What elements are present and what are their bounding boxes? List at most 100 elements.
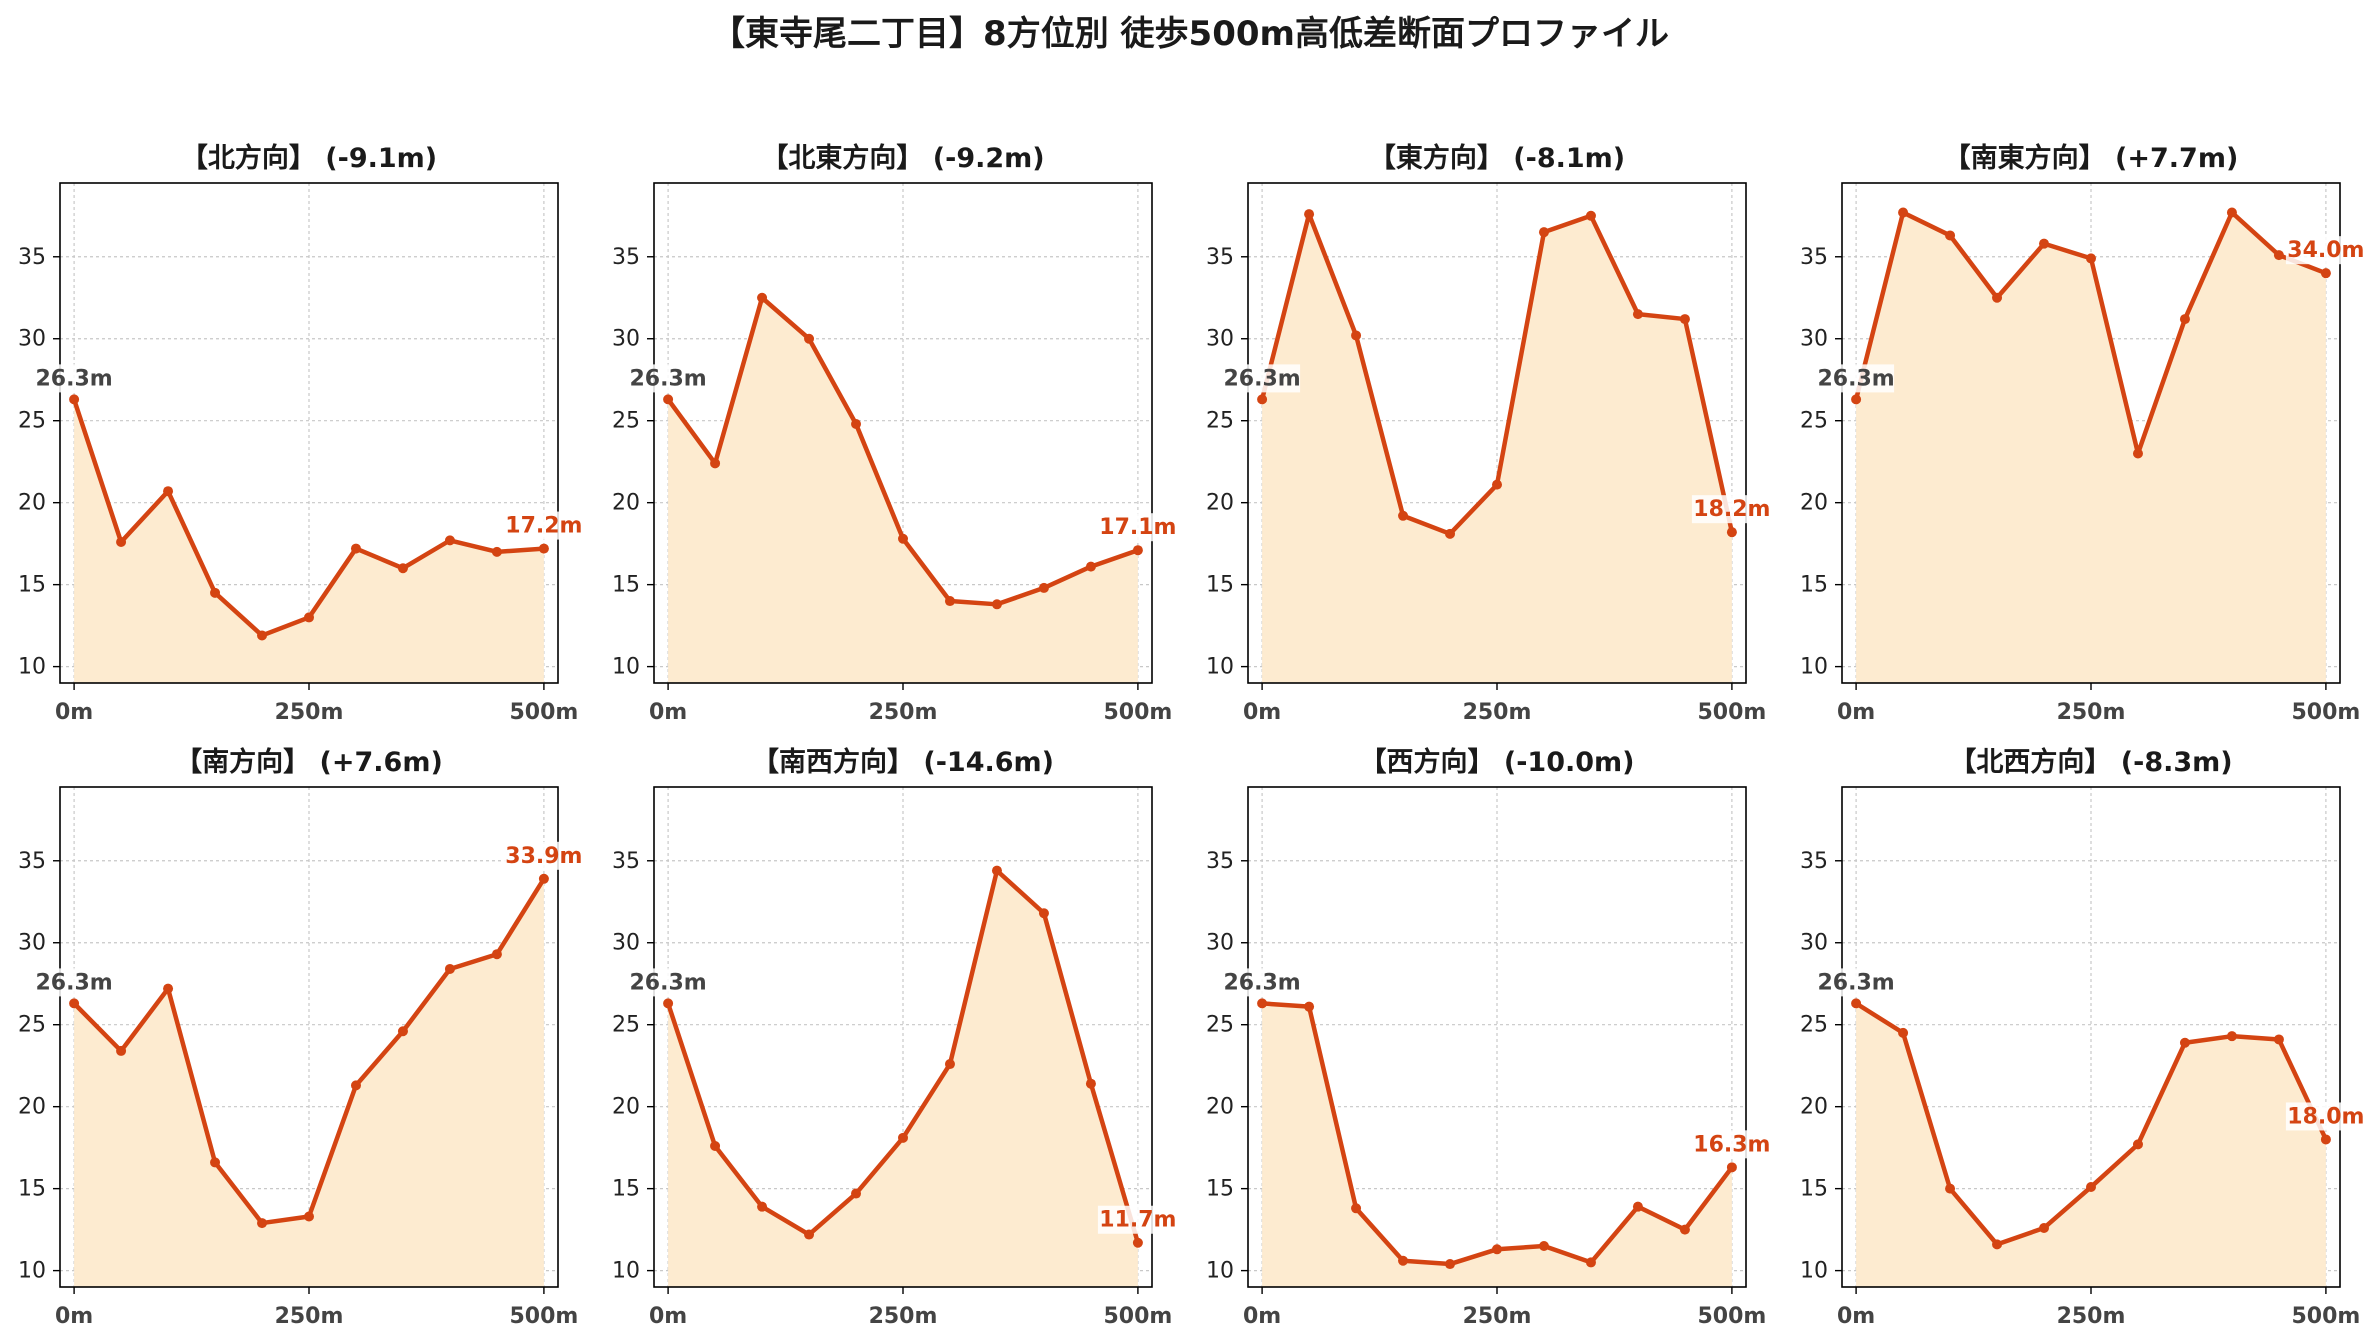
y-tick-label: 30: [1206, 931, 1234, 956]
data-point: [257, 630, 268, 641]
data-point: [163, 983, 174, 994]
start-elevation-label: 26.3m: [35, 366, 112, 391]
end-label-bg: [1691, 495, 1772, 524]
data-point: [1132, 1237, 1143, 1248]
data-point: [710, 458, 721, 469]
data-point: [1492, 1244, 1502, 1255]
y-tick-label: 30: [1800, 327, 1828, 352]
data-point: [663, 998, 674, 1009]
y-tick-label: 20: [1800, 1095, 1828, 1120]
x-tick-label: 250m: [275, 700, 344, 725]
y-tick-label: 25: [1800, 1013, 1828, 1038]
y-tick-label: 20: [18, 491, 46, 516]
x-tick-label: 250m: [2057, 1304, 2126, 1329]
data-point: [491, 546, 502, 557]
end-label-bg: [2285, 1102, 2366, 1131]
start-elevation-label: 26.3m: [1223, 970, 1300, 995]
y-tick-label: 20: [1206, 1095, 1234, 1120]
x-tick-label: 0m: [1243, 1304, 1281, 1329]
data-point: [2179, 314, 2190, 325]
data-point: [1992, 1239, 2003, 1250]
start-elevation-label: 26.3m: [1223, 366, 1300, 391]
subplot-5: 【南方向】 (+7.6m) 10 15 20 25 30 35 0m 250m 500m 26.3m…: [18, 746, 584, 1329]
y-tick-label: 35: [18, 245, 46, 270]
end-label-bg: [1691, 1130, 1772, 1159]
elevation-area: [74, 878, 544, 1287]
data-point: [2039, 1222, 2050, 1233]
y-tick-label: 10: [1800, 655, 1828, 680]
start-label-bg: [36, 364, 113, 393]
data-point: [116, 1045, 127, 1056]
y-tick-label: 30: [1206, 327, 1234, 352]
x-tick-label: 500m: [1697, 1304, 1766, 1329]
elevation-area: [74, 399, 544, 683]
plot-frame: [1247, 182, 1747, 684]
y-tick-label: 35: [1206, 245, 1234, 270]
y-tick-label: 30: [612, 931, 640, 956]
x-tick-label: 250m: [869, 1304, 938, 1329]
data-point: [1679, 1224, 1690, 1235]
data-point: [1445, 1259, 1456, 1270]
data-point: [350, 1080, 361, 1091]
x-tick-label: 500m: [509, 700, 578, 725]
x-tick-label: 250m: [2057, 700, 2126, 725]
plot-frame: [1841, 786, 2341, 1288]
y-tick-label: 20: [1800, 491, 1828, 516]
end-elevation-label: 18.2m: [1693, 497, 1770, 522]
subplot-title: 【北東方向】 (-9.2m): [761, 142, 1044, 174]
subplot-2: 【北東方向】 (-9.2m) 10 15 20 25 30 35 0m 250m 500m 26.3…: [612, 142, 1178, 725]
data-point: [1585, 210, 1596, 221]
end-label-bg: [1097, 1205, 1178, 1234]
data-point: [1038, 582, 1049, 593]
elevation-area: [1856, 212, 2326, 684]
data-point: [663, 394, 674, 405]
data-point: [1304, 209, 1315, 220]
data-point: [991, 865, 1002, 876]
data-point: [1257, 998, 1268, 1009]
data-point: [444, 963, 455, 974]
end-elevation-label: 18.0m: [2287, 1104, 2364, 1129]
subplot-title: 【南東方向】 (+7.7m): [1944, 142, 2239, 174]
data-point: [2226, 1031, 2237, 1042]
y-tick-label: 25: [1206, 409, 1234, 434]
x-tick-label: 0m: [1837, 1304, 1875, 1329]
y-tick-label: 35: [18, 849, 46, 874]
end-label-bg: [503, 841, 584, 870]
data-point: [1304, 1001, 1315, 1012]
data-point: [1398, 1255, 1409, 1266]
data-point: [2320, 1134, 2331, 1145]
data-point: [257, 1218, 268, 1229]
end-elevation-label: 17.1m: [1099, 515, 1176, 540]
elevation-area: [668, 297, 1138, 683]
data-point: [1726, 527, 1737, 538]
data-point: [350, 543, 361, 554]
data-point: [1898, 207, 1909, 218]
data-point: [944, 596, 955, 607]
x-tick-label: 500m: [1697, 700, 1766, 725]
data-point: [1492, 479, 1502, 490]
data-point: [1351, 1203, 1362, 1214]
plot-frame: [653, 182, 1153, 684]
data-point: [1851, 998, 1862, 1009]
start-label-bg: [630, 968, 707, 997]
subplot-title: 【北方向】 (-9.1m): [181, 142, 437, 174]
subplot-1: 【北方向】 (-9.1m) 10 15 20 25 30 35 0m 250m 500m 26.3m…: [18, 142, 584, 725]
y-tick-label: 20: [612, 491, 640, 516]
x-tick-label: 500m: [2291, 700, 2360, 725]
end-elevation-label: 11.7m: [1099, 1208, 1176, 1233]
data-point: [757, 1201, 768, 1212]
data-point: [69, 998, 80, 1009]
y-tick-label: 15: [1800, 573, 1828, 598]
y-tick-label: 10: [612, 1259, 640, 1284]
data-point: [2132, 448, 2143, 459]
y-tick-label: 10: [1800, 1259, 1828, 1284]
subplot-title: 【東方向】 (-8.1m): [1369, 142, 1625, 174]
data-point: [1351, 330, 1362, 341]
subplot-8: 【北西方向】 (-8.3m) 10 15 20 25 30 35 0m 250m 500m 26.3…: [1800, 746, 2366, 1329]
y-tick-label: 30: [1800, 931, 1828, 956]
data-point: [2039, 238, 2050, 249]
elevation-area: [1856, 1003, 2326, 1287]
data-point: [991, 599, 1002, 610]
y-tick-label: 25: [1206, 1013, 1234, 1038]
